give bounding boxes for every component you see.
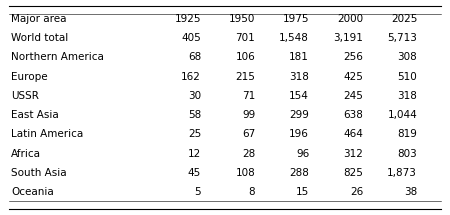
Text: 308: 308 <box>397 52 417 62</box>
Text: 2025: 2025 <box>391 14 417 24</box>
Text: 825: 825 <box>343 168 363 178</box>
Text: 12: 12 <box>188 149 201 159</box>
Text: 256: 256 <box>343 52 363 62</box>
Text: Latin America: Latin America <box>11 129 84 140</box>
Text: 318: 318 <box>289 72 309 82</box>
Text: 8: 8 <box>248 187 255 197</box>
Text: 1,044: 1,044 <box>387 110 417 120</box>
Text: 28: 28 <box>242 149 255 159</box>
Text: 2000: 2000 <box>337 14 363 24</box>
Text: 26: 26 <box>350 187 363 197</box>
Text: 1950: 1950 <box>229 14 255 24</box>
Text: 154: 154 <box>289 91 309 101</box>
Text: 405: 405 <box>181 33 201 43</box>
Text: 819: 819 <box>397 129 417 140</box>
Text: 318: 318 <box>397 91 417 101</box>
Text: USSR: USSR <box>11 91 39 101</box>
Text: 1975: 1975 <box>283 14 309 24</box>
Text: 425: 425 <box>343 72 363 82</box>
Text: 1,548: 1,548 <box>279 33 309 43</box>
Text: 196: 196 <box>289 129 309 140</box>
Text: 181: 181 <box>289 52 309 62</box>
Text: 288: 288 <box>289 168 309 178</box>
Text: Major area: Major area <box>11 14 67 24</box>
Text: 30: 30 <box>188 91 201 101</box>
Text: 215: 215 <box>235 72 255 82</box>
Text: 312: 312 <box>343 149 363 159</box>
Text: 701: 701 <box>235 33 255 43</box>
Text: 106: 106 <box>235 52 255 62</box>
Text: 99: 99 <box>242 110 255 120</box>
Text: 245: 245 <box>343 91 363 101</box>
Text: Oceania: Oceania <box>11 187 54 197</box>
Text: 162: 162 <box>181 72 201 82</box>
Text: 96: 96 <box>296 149 309 159</box>
Text: World total: World total <box>11 33 68 43</box>
Text: 25: 25 <box>188 129 201 140</box>
Text: 68: 68 <box>188 52 201 62</box>
Text: 803: 803 <box>397 149 417 159</box>
Text: 58: 58 <box>188 110 201 120</box>
Text: 5: 5 <box>194 187 201 197</box>
Text: 45: 45 <box>188 168 201 178</box>
Text: 638: 638 <box>343 110 363 120</box>
Text: 464: 464 <box>343 129 363 140</box>
Text: Europe: Europe <box>11 72 48 82</box>
Text: 3,191: 3,191 <box>333 33 363 43</box>
Text: Africa: Africa <box>11 149 41 159</box>
Text: 299: 299 <box>289 110 309 120</box>
Text: 5,713: 5,713 <box>387 33 417 43</box>
Text: 108: 108 <box>235 168 255 178</box>
Text: 71: 71 <box>242 91 255 101</box>
Text: 15: 15 <box>296 187 309 197</box>
Text: 38: 38 <box>404 187 417 197</box>
Text: 510: 510 <box>397 72 417 82</box>
Text: 67: 67 <box>242 129 255 140</box>
Text: South Asia: South Asia <box>11 168 67 178</box>
Text: Northern America: Northern America <box>11 52 104 62</box>
Text: 1,873: 1,873 <box>387 168 417 178</box>
Text: East Asia: East Asia <box>11 110 59 120</box>
Text: 1925: 1925 <box>175 14 201 24</box>
